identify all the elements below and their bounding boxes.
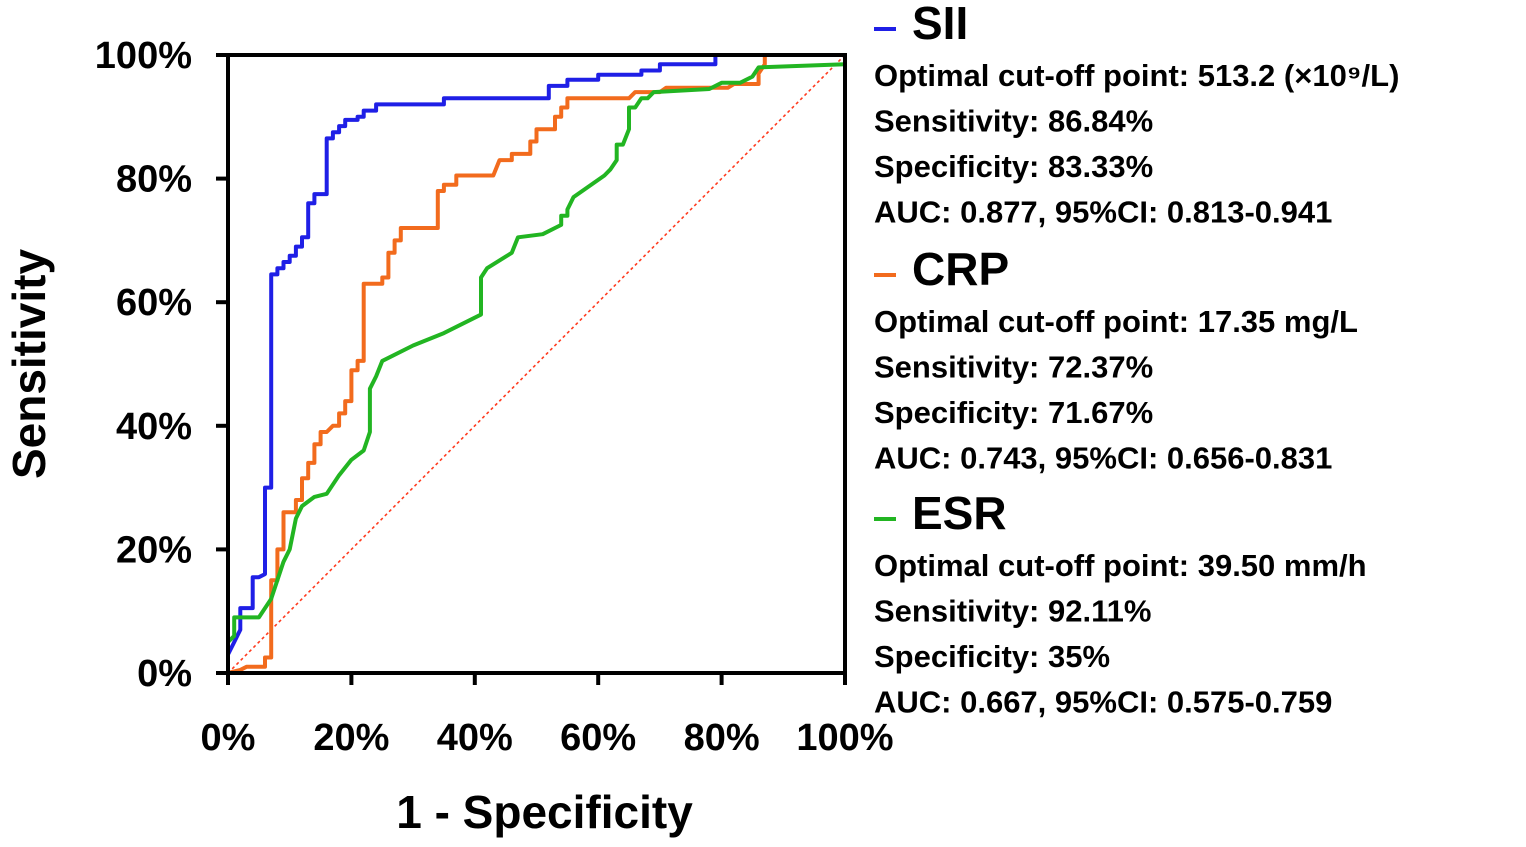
x-tick-label: 80%: [684, 717, 760, 759]
legend-stat-crp: Sensitivity: 72.37%: [874, 350, 1153, 385]
legend-label-sii: SII: [912, 0, 968, 49]
y-tick-label: 40%: [116, 406, 192, 448]
legend-stat-sii: Specificity: 83.33%: [874, 149, 1153, 184]
roc-curve-crp: [226, 53, 847, 675]
x-axis-title: 1 - Specificity: [396, 786, 693, 838]
legend-stat-esr: Specificity: 35%: [874, 639, 1110, 674]
y-tick-label: 100%: [95, 35, 192, 77]
x-tick-label: 60%: [560, 717, 636, 759]
legend-stat-crp: Specificity: 71.67%: [874, 395, 1153, 430]
legend-label-crp: CRP: [912, 243, 1009, 295]
legend-stat-esr: AUC: 0.667, 95%CI: 0.575-0.759: [874, 685, 1332, 720]
y-tick-label: 0%: [137, 653, 192, 695]
legend-stat-crp: AUC: 0.743, 95%CI: 0.656-0.831: [874, 441, 1332, 476]
legend-stat-sii: Sensitivity: 86.84%: [874, 104, 1153, 139]
reference-diagonal-line: [227, 54, 846, 674]
y-axis-title: Sensitivity: [3, 249, 55, 480]
x-tick-label: 100%: [796, 717, 893, 759]
x-tick-label: 0%: [201, 717, 256, 759]
legend-stat-sii: AUC: 0.877, 95%CI: 0.813-0.941: [874, 195, 1332, 230]
x-tick-label: 20%: [313, 717, 389, 759]
y-tick-label: 80%: [116, 159, 192, 201]
y-tick-label: 60%: [116, 282, 192, 324]
legend-stat-esr: Optimal cut-off point: 39.50 mm/h: [874, 548, 1367, 583]
plot-frame: [226, 53, 847, 675]
legend-stat-sii: Optimal cut-off point: 513.2 (×10⁹/L): [874, 58, 1399, 93]
legend-stat-crp: Optimal cut-off point: 17.35 mg/L: [874, 304, 1358, 339]
roc-curve-sii: [226, 53, 847, 675]
legend-label-esr: ESR: [912, 487, 1007, 539]
legend-stat-esr: Sensitivity: 92.11%: [874, 594, 1151, 629]
x-tick-label: 40%: [437, 717, 513, 759]
y-tick-label: 20%: [116, 529, 192, 571]
roc-curve-esr: [226, 62, 847, 675]
